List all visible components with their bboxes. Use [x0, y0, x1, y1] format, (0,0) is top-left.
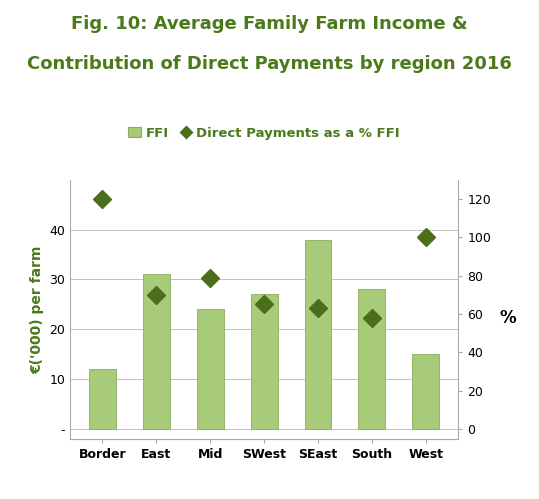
- Bar: [89, 369, 116, 429]
- Bar: [412, 354, 439, 429]
- Bar: [251, 294, 278, 429]
- Text: Contribution of Direct Payments by region 2016: Contribution of Direct Payments by regio…: [27, 55, 512, 73]
- Legend: FFI, Direct Payments as a % FFI: FFI, Direct Payments as a % FFI: [123, 121, 405, 145]
- Text: Fig. 10: Average Family Farm Income &: Fig. 10: Average Family Farm Income &: [71, 15, 468, 33]
- Y-axis label: €('000) per farm: €('000) per farm: [30, 245, 44, 374]
- Y-axis label: %: %: [500, 309, 516, 327]
- Bar: [305, 240, 331, 429]
- Bar: [358, 289, 385, 429]
- Bar: [197, 309, 224, 429]
- Bar: [143, 274, 170, 429]
